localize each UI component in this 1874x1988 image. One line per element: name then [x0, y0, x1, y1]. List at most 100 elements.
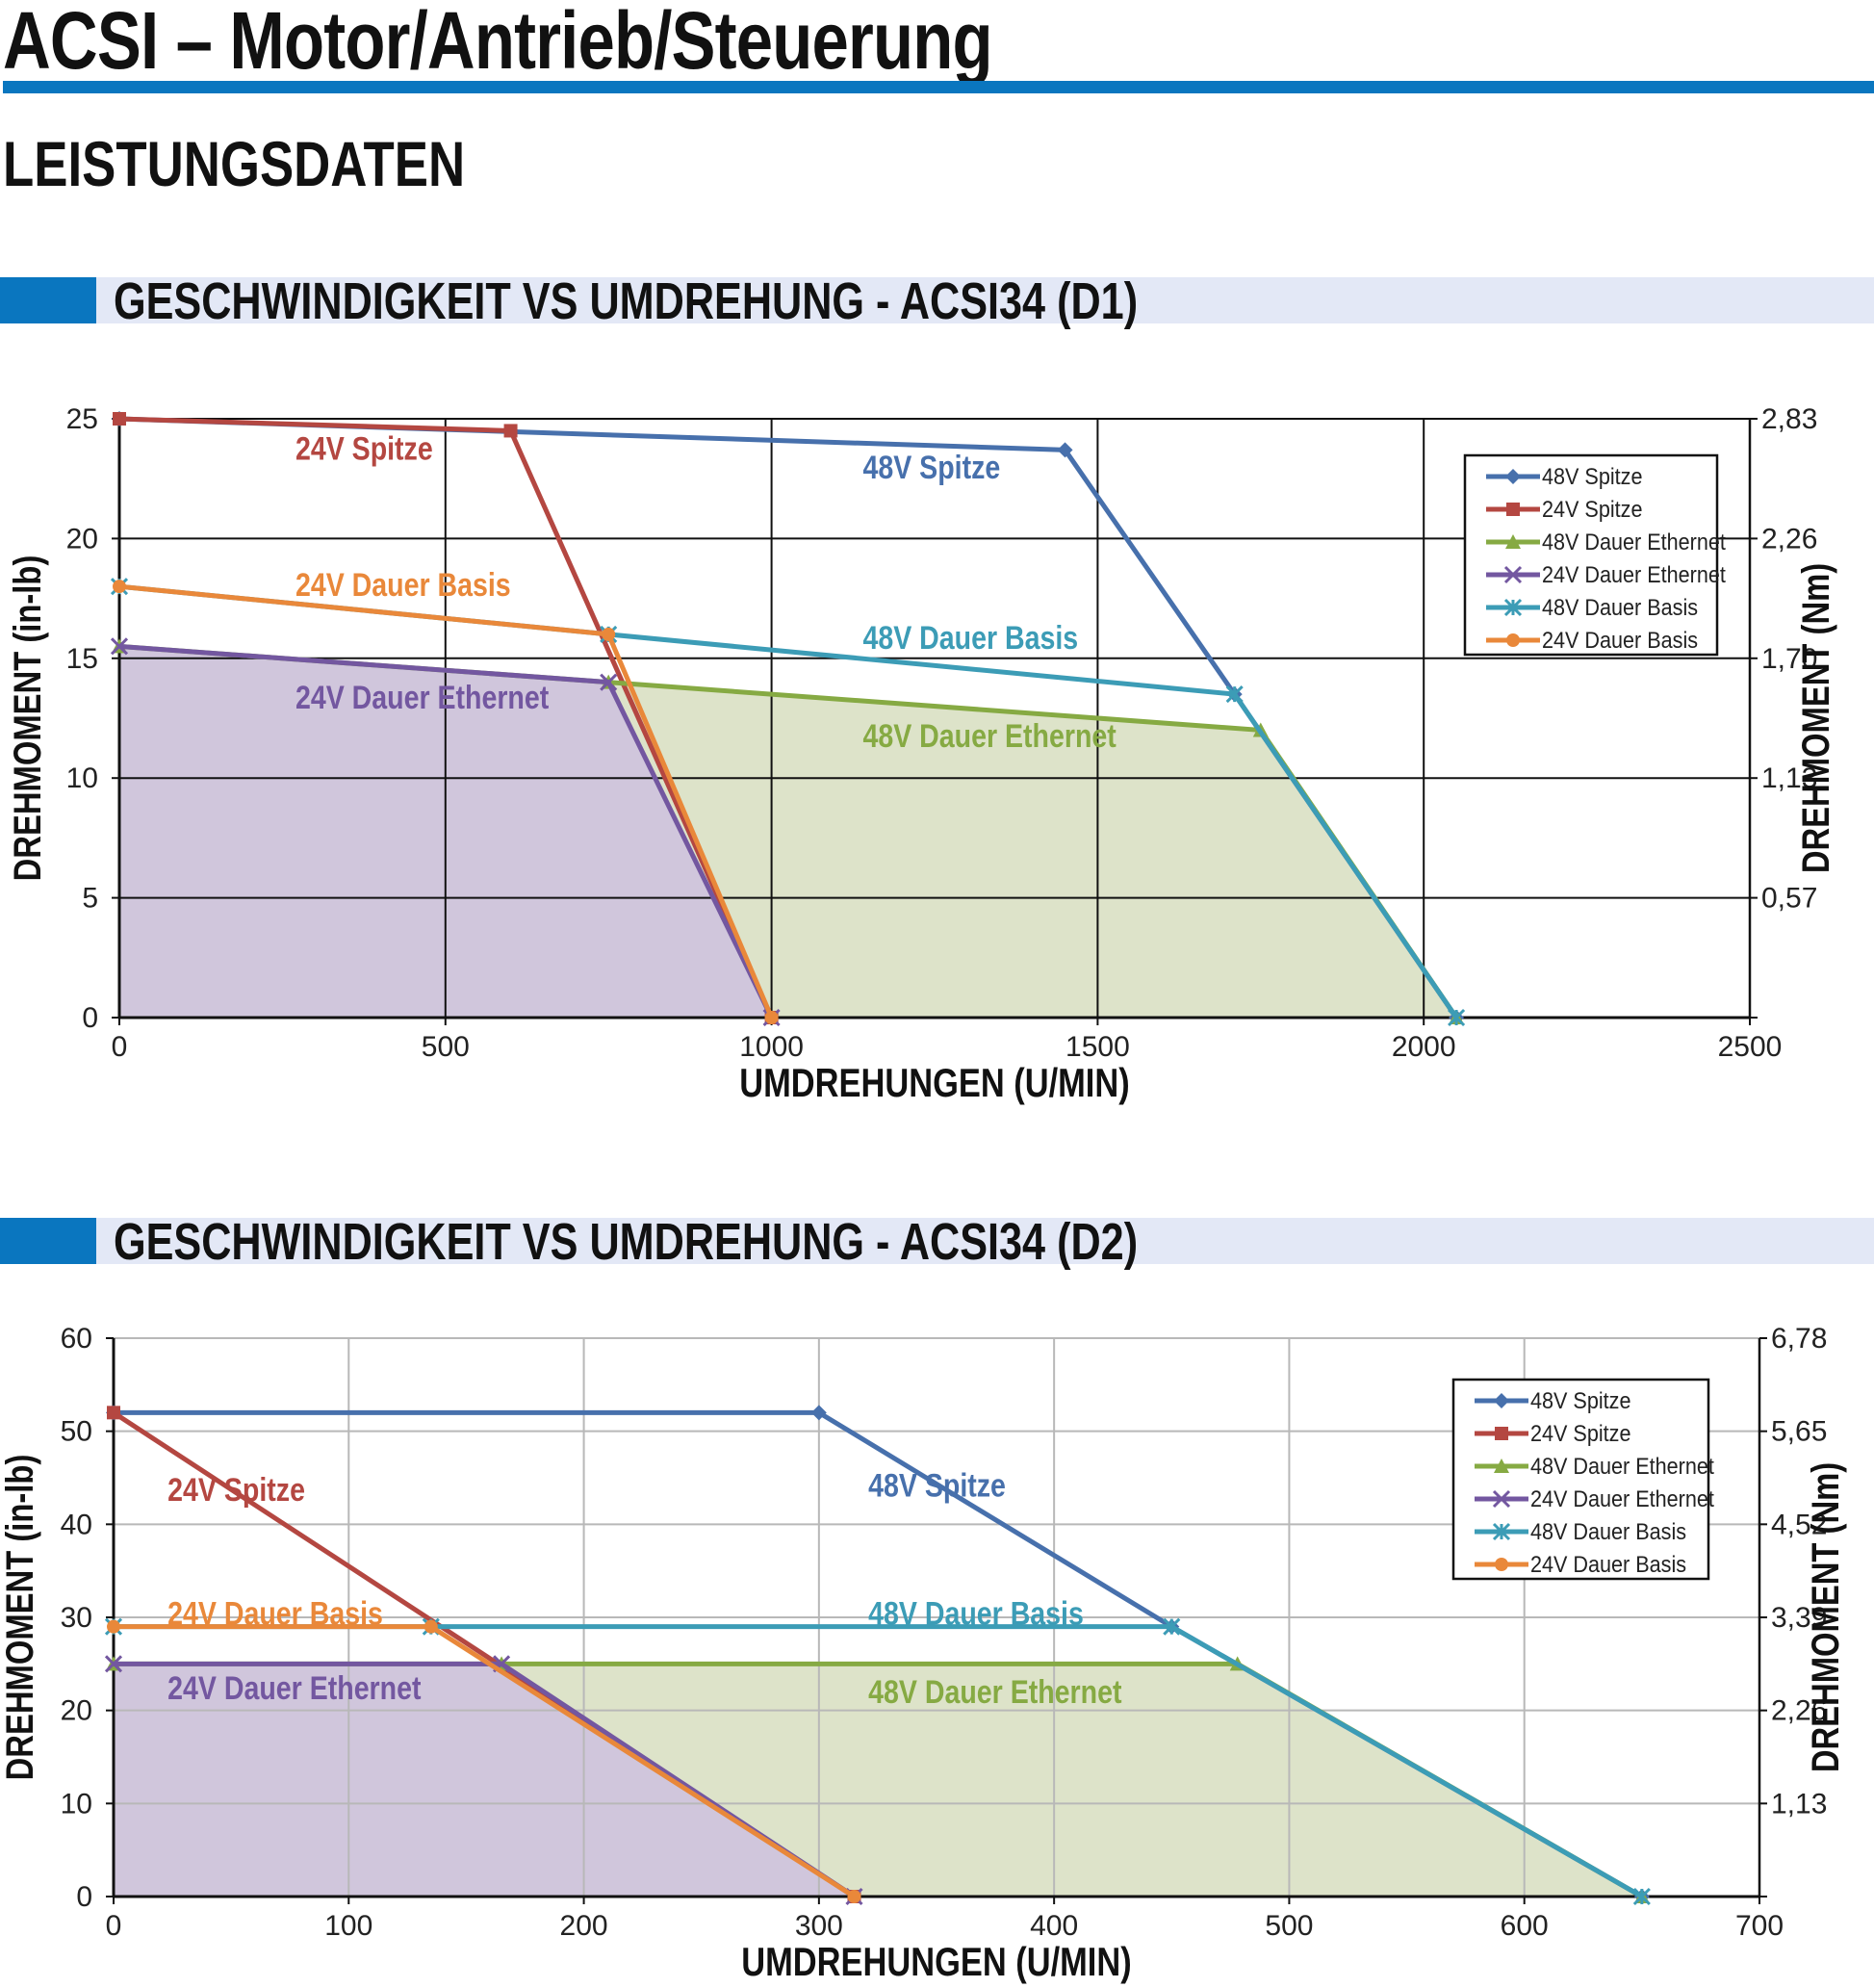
chart1-annotation-24v-dauer-ethernet: 24V Dauer Ethernet [295, 680, 550, 716]
chart1-y-tick-label: 0 [82, 1002, 98, 1034]
chart1-legend-label: 24V Spitze [1542, 496, 1642, 522]
chart1-legend-marker [1503, 565, 1523, 584]
chart1-legend-item-24v-dauer-basis: 24V Dauer Basis [1486, 627, 1698, 653]
chart2-legend-marker [1495, 1427, 1508, 1440]
chart2-annotation-24v-dauer-basis: 24V Dauer Basis [167, 1595, 383, 1632]
chart2-annotation-48v-dauer-ethernet: 48V Dauer Ethernet [868, 1674, 1122, 1711]
chart1-legend-item-48v-dauer-ethernet: 48V Dauer Ethernet [1486, 529, 1727, 555]
chart2-legend-label: 24V Dauer Basis [1530, 1551, 1686, 1577]
chart1-y-tick-label: 25 [66, 403, 98, 435]
title-divider [3, 81, 1874, 93]
chart2-y2-tick-label: 6,78 [1771, 1323, 1827, 1355]
chart1-y2-tick-label: 2,26 [1761, 523, 1817, 555]
chart1-x-tick-label: 0 [112, 1031, 128, 1063]
chart1-y2-tick-label: 1,70 [1761, 643, 1817, 675]
chart2-y2-tick-label: 1,13 [1771, 1788, 1827, 1820]
chart1-annotation-24v-dauer-basis: 24V Dauer Basis [295, 567, 511, 604]
chart1-point-24v-dauer-basis [602, 627, 616, 641]
chart1-annotation-48v-dauer-basis: 48V Dauer Basis [862, 620, 1078, 657]
chart2-legend-item-48v-spitze: 48V Spitze [1475, 1387, 1630, 1413]
chart1-y2-tick-label: 2,83 [1761, 403, 1817, 435]
chart1-y2-axis-title: DREHMOMENT (Nm) [1794, 563, 1837, 873]
chart2-legend-label: 48V Dauer Basis [1530, 1518, 1686, 1544]
chart2-legend-marker [1492, 1489, 1511, 1509]
chart2-y-axis-title: DREHMOMENT (in-lb) [0, 1455, 41, 1781]
chart1-legend-marker [1506, 503, 1520, 516]
chart2-x-tick-label: 300 [795, 1910, 843, 1942]
chart1-y-axis-title: DREHMOMENT (in-lb) [6, 555, 49, 882]
chart2-legend-marker [1494, 1393, 1509, 1408]
section-heading: LEISTUNGSDATEN [3, 128, 466, 199]
chart2-point-48v-spitze [810, 1405, 827, 1421]
chart2-legend-marker [1494, 1459, 1509, 1473]
chart1-point-24v-dauer-basis [113, 580, 126, 594]
chart1-torque-vs-speed: 0 500 1000 1500 2000 2500 0 5 10 15 20 25 0,57 1,13 1,… [6, 403, 1837, 1106]
chart1-legend-marker [1503, 598, 1523, 617]
chart2-point-24v-dauer-basis [107, 1619, 120, 1634]
chart2-y-tick-label: 0 [76, 1881, 92, 1913]
chart2-y2-axis-title: DREHMOMENT (Nm) [1804, 1462, 1847, 1772]
chart1-legend-label: 24V Dauer Basis [1542, 627, 1698, 653]
chart2-point-48v-dauer-basis [1632, 1887, 1651, 1906]
chart2-point-24v-dauer-basis [424, 1619, 438, 1634]
chart2-point-24v-dauer-ethernet [104, 1655, 123, 1673]
chart2-y-tick-label: 50 [61, 1416, 92, 1448]
chart2-legend-label: 48V Dauer Ethernet [1530, 1453, 1715, 1479]
chart1-x-tick-label: 500 [422, 1031, 470, 1063]
chart1-series-24v-dauer-basis [113, 580, 779, 1024]
chart1-annotation-48v-dauer-ethernet: 48V Dauer Ethernet [862, 718, 1117, 755]
chart1-legend-marker [1505, 469, 1521, 484]
chart1-point-48v-spitze [1057, 442, 1073, 458]
chart2-legend-item-48v-dauer-basis: 48V Dauer Basis [1475, 1518, 1686, 1544]
chart1-legend: 48V Spitze 24V Spitze 48V Dauer Ethernet 24… [1463, 453, 1727, 657]
chart2-title-accent [0, 1218, 96, 1264]
chart2-legend-label: 48V Spitze [1530, 1387, 1630, 1413]
chart1-legend-box [1463, 453, 1719, 657]
chart2-y-tick-label: 60 [61, 1323, 92, 1355]
chart2-legend-item-24v-spitze: 24V Spitze [1475, 1420, 1630, 1446]
chart2-x-axis-title: UMDREHUNGEN (U/MIN) [741, 1940, 1131, 1985]
chart1-point-48v-dauer-basis [1448, 1008, 1466, 1027]
chart1-y-tick-label: 15 [66, 643, 98, 675]
chart2-title: GESCHWINDIGKEIT VS UMDREHUNG - ACSI34 (D… [114, 1213, 1139, 1271]
chart2-annotation-24v-spitze: 24V Spitze [167, 1472, 305, 1509]
chart1-y-tick-label: 5 [82, 883, 98, 915]
chart1-legend-item-48v-spitze: 48V Spitze [1486, 463, 1642, 489]
chart2-title-bar: GESCHWINDIGKEIT VS UMDREHUNG - ACSI34 (D… [0, 1213, 1874, 1271]
chart2-y-tick-label: 20 [61, 1695, 92, 1727]
chart1-title-accent [0, 277, 96, 323]
chart1-legend-marker [1506, 633, 1520, 647]
chart1-point-24v-dauer-ethernet [110, 637, 129, 656]
chart2-legend-marker [1495, 1558, 1508, 1571]
chart1-legend-label: 24V Dauer Ethernet [1542, 561, 1727, 587]
chart2-y-tick-label: 10 [61, 1788, 92, 1820]
chart2-legend-box [1451, 1378, 1710, 1581]
chart1-legend-marker [1505, 534, 1521, 549]
chart2-x-tick-label: 200 [560, 1910, 608, 1942]
chart1-series-24v-dauer-ethernet [110, 637, 781, 1027]
chart2-legend-label: 24V Spitze [1530, 1420, 1630, 1446]
chart1-point-24v-dauer-ethernet [600, 673, 618, 691]
chart1-title-bar: GESCHWINDIGKEIT VS UMDREHUNG - ACSI34 (D… [0, 272, 1874, 330]
chart1-annotation-48v-spitze: 48V Spitze [862, 450, 1000, 486]
chart2-legend-item-24v-dauer-ethernet: 24V Dauer Ethernet [1475, 1485, 1715, 1511]
chart2-legend-marker [1492, 1522, 1511, 1541]
chart2-legend: 48V Spitze 24V Spitze 48V Dauer Ethernet 24… [1451, 1378, 1715, 1581]
chart2-legend-label: 24V Dauer Ethernet [1530, 1485, 1715, 1511]
chart2-legend-item-24v-dauer-basis: 24V Dauer Basis [1475, 1551, 1686, 1577]
chart1-legend-item-24v-dauer-ethernet: 24V Dauer Ethernet [1486, 561, 1727, 587]
chart1-y2-tick-label: 0,57 [1761, 883, 1817, 915]
chart2-y2-tick-label: 2,26 [1771, 1695, 1827, 1727]
chart1-point-48v-dauer-basis [1225, 685, 1244, 704]
chart2-point-24v-dauer-basis [847, 1890, 861, 1903]
page-title: ACSI – Motor/Antrieb/Steuerung [3, 0, 993, 86]
chart1-x-tick-label: 2500 [1718, 1031, 1783, 1063]
chart1-x-axis-title: UMDREHUNGEN (U/MIN) [739, 1061, 1129, 1106]
chart1-y-tick-label: 20 [66, 523, 98, 555]
chart2-y-tick-label: 30 [61, 1602, 92, 1634]
chart2-torque-vs-speed: 0 100 200 300 400 500 600 700 0 10 20 30 40 50 60 1,13 2… [0, 1323, 1847, 1985]
chart1-legend-label: 48V Dauer Basis [1542, 594, 1698, 620]
chart1-x-tick-label: 1500 [1065, 1031, 1130, 1063]
chart2-y2-tick-label: 5,65 [1771, 1416, 1827, 1448]
chart1-y2-tick-label: 1,13 [1761, 762, 1817, 794]
